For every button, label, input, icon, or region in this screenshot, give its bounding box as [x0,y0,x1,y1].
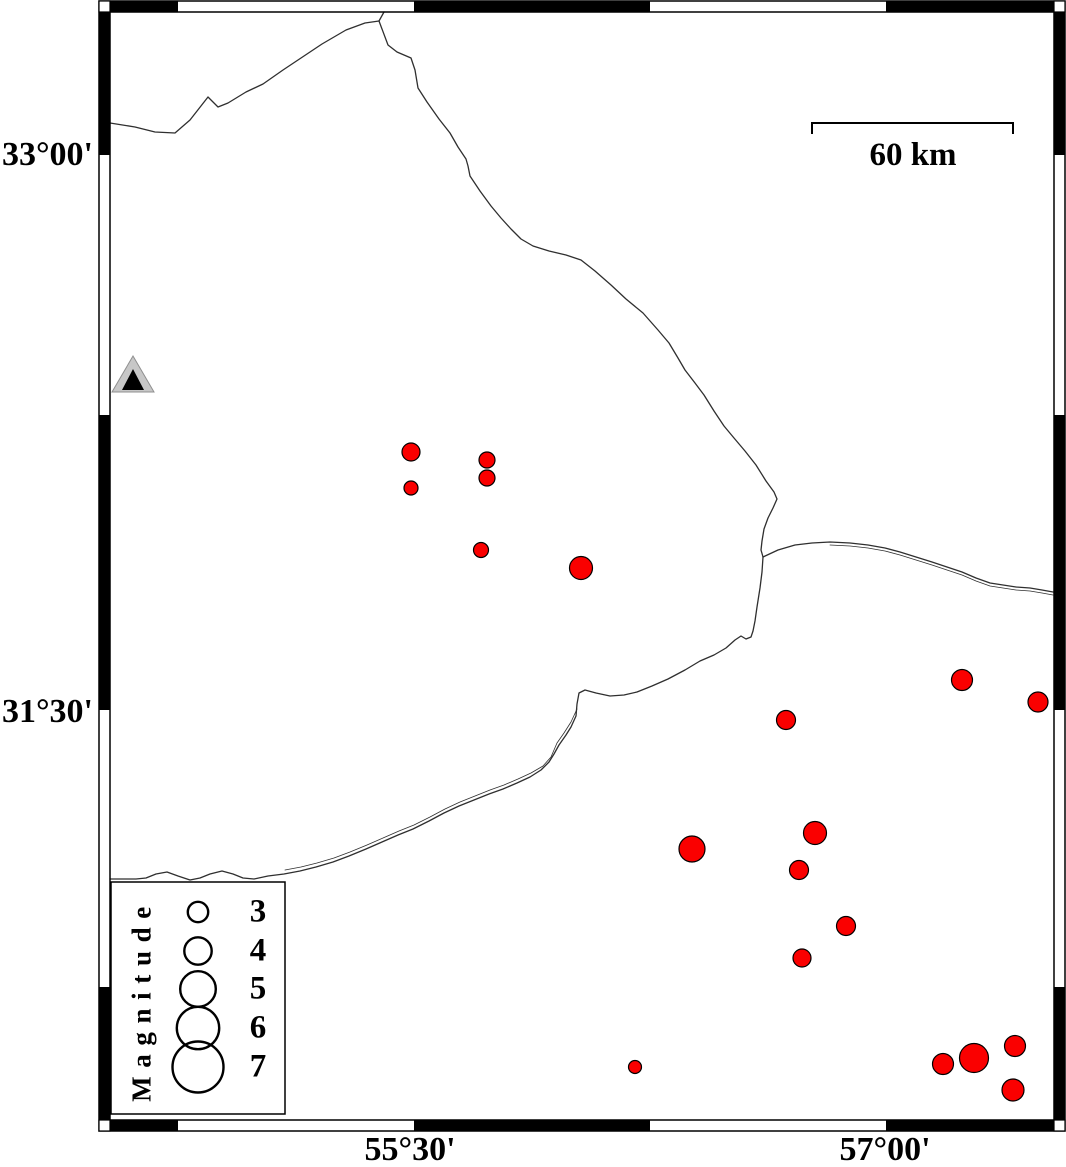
earthquake-marker [958,1042,990,1074]
legend-magnitude-circle [183,936,213,966]
legend-magnitude-circle [171,1040,225,1094]
frame-left-black-segment [99,415,110,710]
frame-right-black-segment [1054,12,1065,155]
border-southwest-second-strand [284,708,578,871]
boundary-lines-group [109,11,1054,881]
earthquake-marker [1003,1034,1027,1058]
border-northwest [109,20,380,134]
magnitude-legend-group [110,881,286,1115]
earthquake-marker [802,820,828,846]
map-frame-group [98,0,1066,1132]
earthquake-marker [472,541,490,559]
frame-top-black-segment [414,1,650,12]
earthquake-marker [950,668,974,692]
frame-top-black-segment [886,1,1054,12]
earthquake-marker [931,1052,955,1076]
legend-mag-label-3: 3 [249,893,267,930]
earthquake-marker [478,451,496,469]
legend-box [110,881,286,1115]
frame-corner-square [98,1119,111,1132]
legend-mag-label-6: 6 [249,1009,267,1046]
frame-left-black-segment [99,987,110,1120]
border-north-spur [378,11,385,22]
lon-label-57-00: 57°00' [839,1131,931,1167]
lat-label-31-30: 31°30' [1,693,93,730]
lat-label-33-00: 33°00' [1,136,93,173]
frame-corner-square [1053,0,1066,13]
frame-bottom-black-segment [886,1120,1054,1131]
frame-right-black-segment [1054,415,1065,710]
frame-left-black-segment [99,12,110,155]
legend-magnitude-circle [175,1005,221,1051]
legend-mag-label-7: 7 [249,1048,267,1085]
legend-title: Magnitude [126,898,157,1102]
station-marker [111,355,155,393]
lon-label-55-30: 55°30' [364,1131,456,1167]
frame-top-black-segment [110,1,178,12]
earthquake-marker [788,859,810,881]
border-east-second-strand [829,544,1054,596]
earthquake-marker [678,835,706,863]
earthquake-marker [835,915,857,937]
earthquake-marker [478,469,496,487]
earthquake-marker [1027,691,1049,713]
earthquake-markers-group [401,442,1049,1102]
earthquake-marker [792,948,812,968]
legend-mag-label-5: 5 [249,970,267,1007]
frame-bottom-black-segment [414,1120,650,1131]
frame-bottom-black-segment [110,1120,178,1131]
earthquake-marker [403,480,419,496]
scale-bar-label: 60 km [869,137,957,173]
frame-corner-square [98,0,111,13]
scale-bar [811,122,1014,134]
border-southwest [109,556,764,881]
earthquake-marker [401,442,421,462]
earthquake-marker [1001,1078,1025,1102]
legend-mag-label-4: 4 [249,932,267,969]
frame-corner-square [1053,1119,1066,1132]
station-triangle-icon [122,369,144,390]
earthquake-marker [568,555,594,581]
earthquake-marker [627,1059,643,1075]
border-main-diagonal [378,20,778,558]
frame-right-black-segment [1054,987,1065,1120]
border-east [762,541,1054,593]
earthquake-marker [775,709,797,731]
legend-magnitude-circle [186,900,210,924]
